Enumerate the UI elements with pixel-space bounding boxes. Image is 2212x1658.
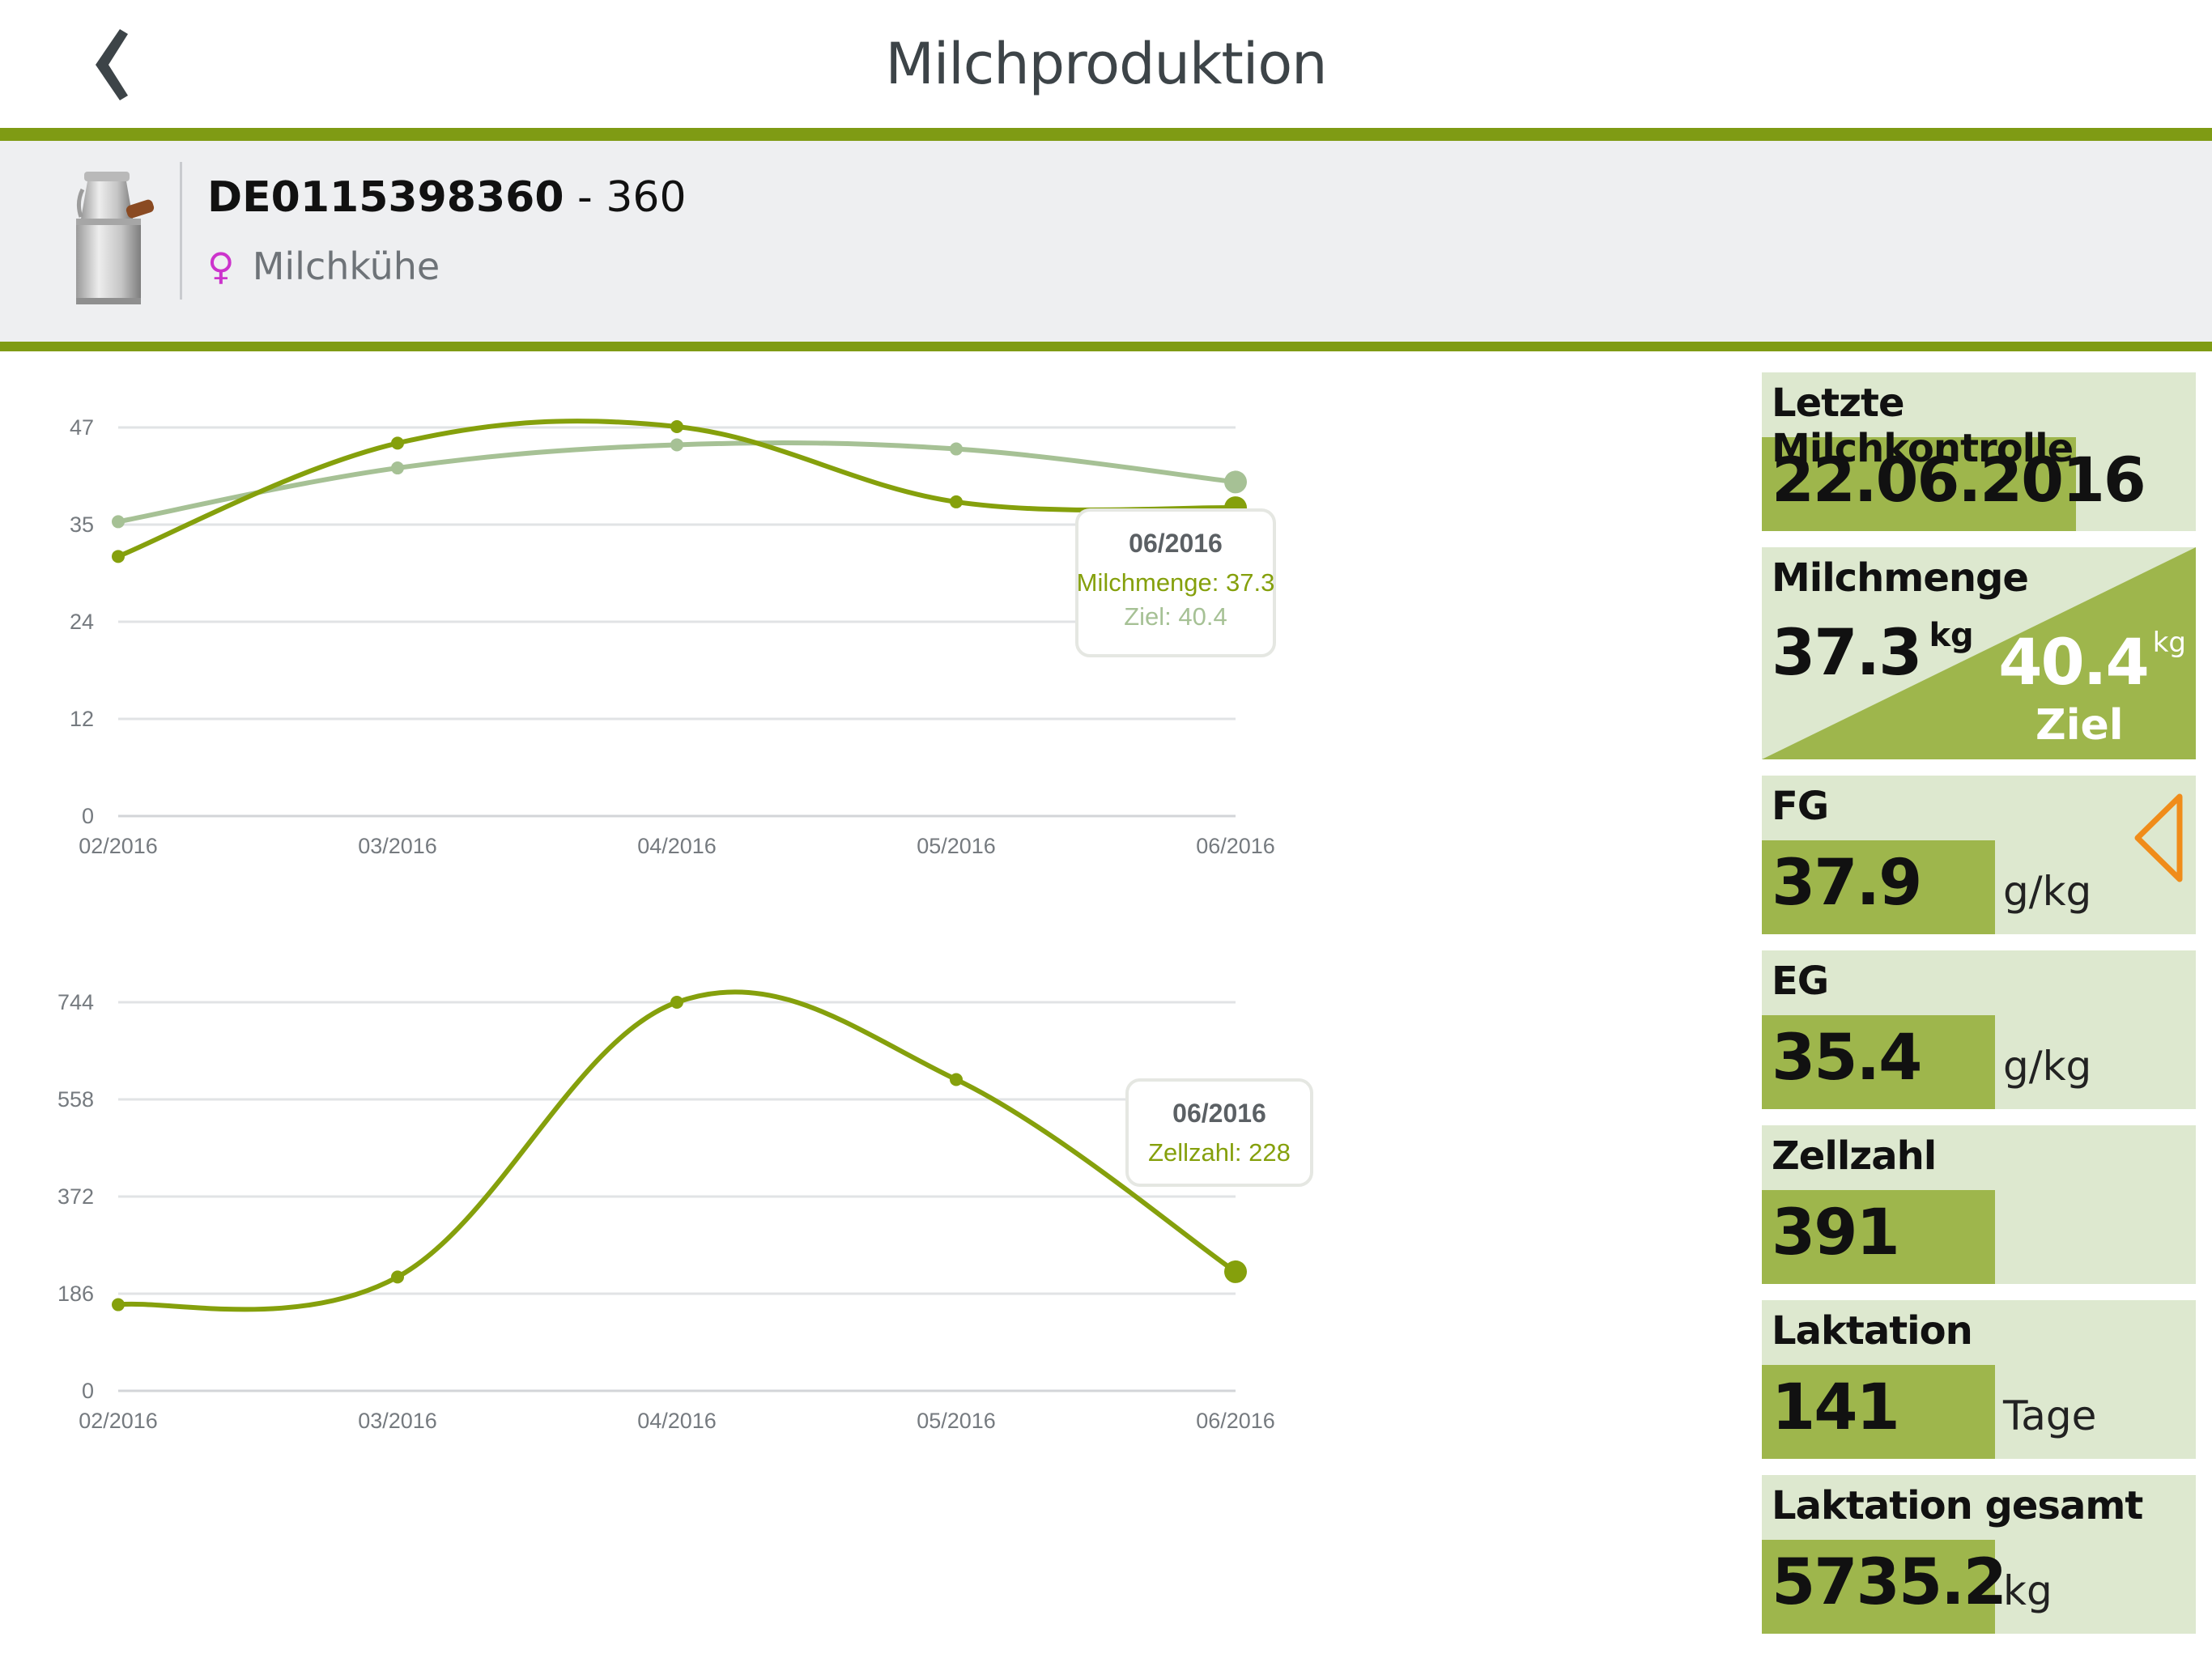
card-unit: Tage: [2003, 1392, 2097, 1439]
y-tick-label: 12: [70, 707, 94, 731]
data-point[interactable]: [670, 996, 683, 1009]
x-tick-label: 02/2016: [79, 1409, 158, 1433]
card-last-milk-control: Letzte Milchkontrolle 22.06.2016: [1762, 372, 2196, 531]
page-title: Milchproduktion: [885, 31, 1327, 97]
milk-goal-label: Ziel: [2035, 701, 2124, 750]
tooltip-value: Milchmenge: 37.3: [1077, 568, 1275, 597]
goal-triangle: [1762, 547, 2196, 759]
tooltip-title: 06/2016: [1129, 529, 1223, 558]
card-protein-content: EG 35.4 g/kg: [1762, 950, 2196, 1109]
data-point[interactable]: [950, 1073, 963, 1086]
kpi-panel: Letzte Milchkontrolle 22.06.2016 Milchme…: [1762, 372, 2196, 1650]
value-bar: [1762, 1365, 1995, 1459]
data-point[interactable]: [112, 550, 125, 563]
animal-ear-tag: DE0115398360: [207, 173, 564, 222]
milk-yield-chart-svg: 47 35 24 12 0 02/2016 03/2016 04/2016 05/2016 06/…: [70, 415, 1276, 858]
data-point[interactable]: [112, 515, 125, 529]
y-tick-label: 372: [57, 1184, 94, 1209]
card-value: 5735.2: [1772, 1546, 2007, 1619]
back-button[interactable]: [73, 18, 146, 107]
milk-can-icon: [76, 172, 155, 304]
warning-triangle-left-icon[interactable]: [2131, 790, 2184, 886]
card-label: Laktation: [1772, 1308, 1973, 1354]
x-tick-label: 06/2016: [1196, 1409, 1275, 1433]
animal-category-label: Milchkühe: [252, 244, 440, 288]
card-milk-yield: Milchmenge 37.3 kg 40.4 kg Ziel: [1762, 547, 2196, 759]
card-lactation-total: Laktation gesamt 5735.2 kg: [1762, 1475, 2196, 1634]
data-point[interactable]: [670, 419, 683, 433]
value-bar: [1762, 840, 1995, 934]
milk-yield-value: 37.3 kg: [1772, 617, 1974, 690]
card-label: Zellzahl: [1772, 1133, 1937, 1179]
card-unit: kg: [2003, 1567, 2052, 1614]
cell-count-chart-svg: 744 558 372 186 0 02/2016 03/2016 04/2016 05/201…: [57, 989, 1313, 1433]
x-tick-label: 03/2016: [358, 1409, 437, 1433]
animal-number: - 360: [577, 173, 687, 222]
value-bar: [1762, 1540, 1995, 1634]
data-point[interactable]: [1224, 1260, 1247, 1283]
animal-id-line: DE0115398360 - 360: [207, 173, 687, 222]
x-tick-label: 02/2016: [79, 834, 158, 858]
x-tick-label: 05/2016: [917, 1409, 996, 1433]
x-tick-label: 06/2016: [1196, 834, 1275, 858]
x-tick-label: 05/2016: [917, 834, 996, 858]
y-tick-label: 0: [82, 1379, 94, 1403]
card-label: Laktation gesamt: [1772, 1483, 2143, 1528]
chart-tooltip: 06/2016 Zellzahl: 228: [1125, 1078, 1313, 1187]
y-tick-label: 744: [57, 990, 94, 1014]
value-bar: [1762, 1015, 1995, 1109]
card-cell-count: Zellzahl 391: [1762, 1125, 2196, 1284]
card-label: FG: [1772, 784, 1829, 829]
data-point[interactable]: [391, 1270, 404, 1284]
data-point[interactable]: [670, 438, 683, 452]
female-icon: ♀: [207, 244, 235, 288]
card-value: 22.06.2016: [1772, 444, 2146, 516]
value-bar: [1762, 437, 2076, 531]
card-label: Milchmenge: [1772, 555, 2029, 601]
tooltip-title: 06/2016: [1172, 1099, 1266, 1128]
chart-tooltip: 06/2016 Milchmenge: 37.3 Ziel: 40.4: [1075, 508, 1276, 657]
header-vertical-divider: [180, 162, 182, 300]
x-tick-label: 04/2016: [637, 834, 717, 858]
data-point[interactable]: [950, 495, 963, 508]
header-divider: [0, 128, 2212, 141]
card-unit: g/kg: [2003, 868, 2092, 915]
card-value: 391: [1772, 1197, 1900, 1269]
card-value: 141: [1772, 1371, 1900, 1444]
value-bar: [1762, 1190, 1995, 1284]
card-label: EG: [1772, 959, 1829, 1004]
data-point[interactable]: [391, 461, 404, 475]
milk-goal-value: 40.4 kg: [1998, 627, 2186, 699]
top-bar: Milchproduktion: [0, 0, 2212, 128]
chevron-left-icon: [96, 29, 128, 100]
x-tick-label: 04/2016: [637, 1409, 717, 1433]
milk-yield-chart[interactable]: 47 35 24 12 0 02/2016 03/2016 04/2016 05/2016 06/…: [49, 397, 1312, 882]
tooltip-box: [1125, 1078, 1313, 1187]
tooltip-box: [1075, 508, 1276, 657]
tooltip-goal: Ziel: 40.4: [1124, 602, 1227, 631]
cell-count-chart[interactable]: 744 558 372 186 0 02/2016 03/2016 04/2016 05/201…: [49, 971, 1313, 1457]
card-unit: g/kg: [2003, 1043, 2092, 1090]
y-tick-label: 186: [57, 1282, 94, 1306]
data-point[interactable]: [112, 1298, 125, 1312]
card-lactation-days: Laktation 141 Tage: [1762, 1300, 2196, 1459]
y-tick-label: 24: [70, 610, 94, 634]
y-tick-label: 35: [70, 512, 94, 537]
data-point[interactable]: [950, 442, 963, 456]
x-tick-label: 03/2016: [358, 834, 437, 858]
animal-category: ♀ Milchkühe: [207, 244, 440, 288]
data-point[interactable]: [1224, 470, 1247, 494]
card-label: Letzte Milchkontrolle: [1772, 380, 2074, 471]
y-tick-label: 0: [82, 804, 94, 828]
animal-header: DE0115398360 - 360 ♀ Milchkühe: [0, 141, 2212, 342]
series-line: [116, 989, 1238, 1312]
data-point[interactable]: [391, 436, 404, 450]
card-value: 35.4: [1772, 1022, 1922, 1095]
card-value: 37.9: [1772, 847, 1922, 920]
animal-header-divider: [0, 342, 2212, 351]
tooltip-value: Zellzahl: 228: [1148, 1138, 1291, 1167]
y-tick-label: 47: [70, 415, 94, 440]
card-fat-content: FG 37.9 g/kg: [1762, 776, 2196, 934]
y-tick-label: 558: [57, 1087, 94, 1112]
